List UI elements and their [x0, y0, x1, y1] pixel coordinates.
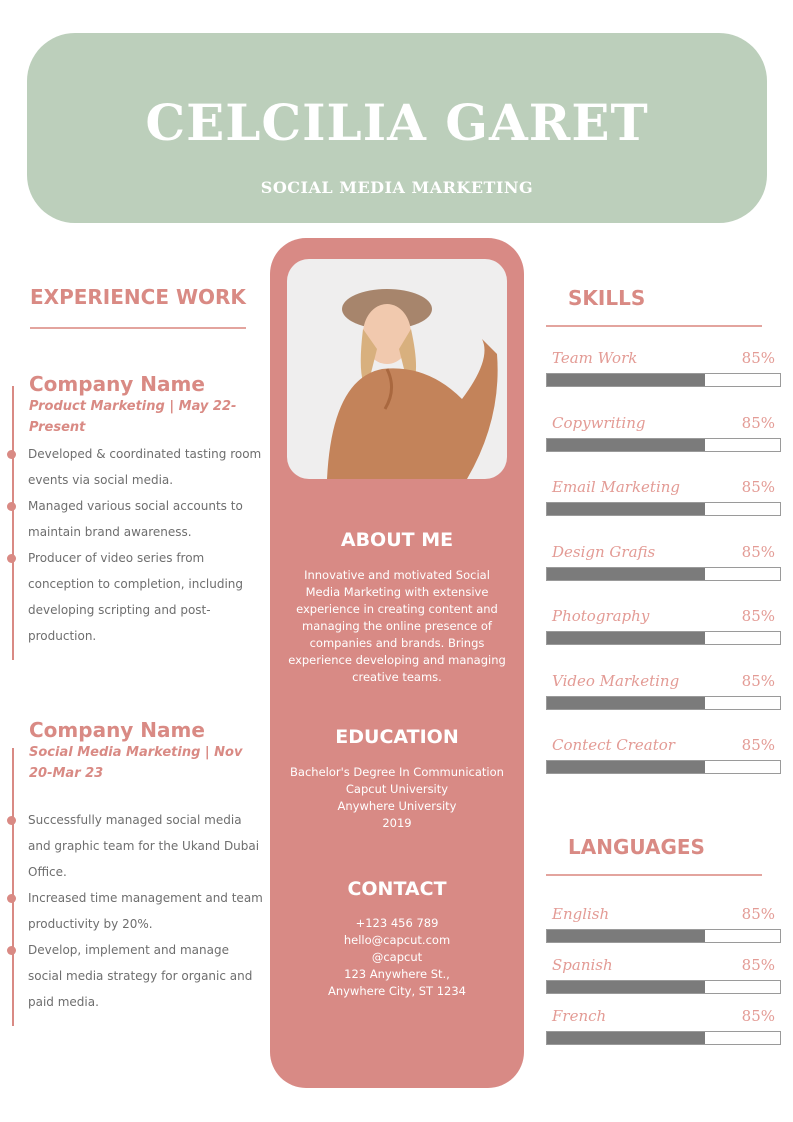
progress-bar — [546, 695, 781, 710]
company-name: Company Name — [29, 372, 205, 396]
address-line-2: Anywhere City, ST 1234 — [327, 984, 467, 998]
bullet: Producer of video series from conception… — [7, 545, 263, 649]
contact-title: CONTACT — [347, 878, 447, 900]
job-title: SOCIAL MEDIA MARKETING — [260, 178, 534, 197]
progress-fill — [547, 981, 706, 993]
language-item: Spanish 85% — [546, 956, 781, 994]
skill-percent: 85% — [741, 607, 775, 625]
bullet: Successfully managed social media and gr… — [7, 807, 263, 885]
job-1: Company Name Product Marketing | May 22-… — [29, 372, 269, 438]
profile-photo — [287, 259, 507, 479]
progress-bar — [546, 502, 781, 516]
progress-bar — [546, 631, 781, 645]
progress-fill — [547, 438, 706, 451]
skill-percent: 85% — [741, 736, 775, 754]
progress-fill — [547, 567, 706, 580]
progress-fill — [547, 696, 706, 709]
progress-fill — [547, 761, 706, 773]
skill-item: Email Marketing 85% — [546, 478, 781, 516]
company-name: Company Name — [29, 718, 205, 742]
progress-fill — [547, 930, 706, 942]
skill-name: Photography — [552, 607, 650, 625]
progress-bar — [546, 373, 781, 387]
skill-percent: 85% — [741, 413, 775, 432]
name: CELCILIA GARET — [145, 93, 649, 152]
skill-percent: 85% — [741, 956, 775, 974]
progress-bar — [546, 566, 781, 581]
school-location: Anywhere University — [337, 799, 457, 813]
about-text: Innovative and motivated Social Media Ma… — [288, 568, 506, 684]
progress-bar — [546, 980, 781, 994]
skill-item: Contect Creator 85% — [546, 736, 781, 774]
language-item: English 85% — [546, 905, 781, 943]
timeline-line — [12, 386, 14, 660]
progress-fill — [547, 632, 706, 644]
progress-fill — [547, 503, 706, 515]
languages-title: LANGUAGES — [568, 835, 705, 859]
skill-percent: 85% — [741, 542, 775, 561]
skill-percent: 85% — [741, 1007, 775, 1025]
skill-item: Team Work 85% — [546, 349, 781, 387]
degree: Bachelor's Degree In Communication — [290, 765, 504, 779]
education-text: Bachelor's Degree In Communication Capcu… — [286, 764, 508, 832]
skill-name: Video Marketing — [552, 671, 680, 690]
skill-item: Design Grafis 85% — [546, 543, 781, 581]
email: hello@capcut.com — [343, 933, 451, 947]
experience-title: EXPERIENCE WORK — [30, 285, 246, 309]
skill-name: Copywriting — [552, 413, 646, 432]
skill-item: Photography 85% — [546, 607, 781, 645]
phone: +123 456 789 — [355, 916, 439, 930]
skill-name: English — [552, 905, 610, 923]
bullet: Developed & coordinated tasting room eve… — [7, 441, 263, 493]
skill-name: Spanish — [552, 956, 613, 974]
skill-percent: 85% — [741, 478, 775, 496]
skill-percent: 85% — [741, 905, 775, 923]
job-role: Social Media Marketing | Nov 20-Mar 23 — [29, 745, 243, 781]
job-1-bullets: Developed & coordinated tasting room eve… — [7, 441, 263, 649]
skill-name: Design Grafis — [552, 542, 656, 561]
progress-bar — [546, 760, 781, 774]
contact-text: +123 456 789 hello@capcut.com @capcut 12… — [286, 915, 508, 1000]
skill-percent: 85% — [741, 349, 775, 367]
skill-name: Email Marketing — [552, 478, 681, 496]
progress-bar — [546, 1031, 781, 1045]
skills-title: SKILLS — [568, 286, 646, 310]
job-role: Product Marketing | May 22-Present — [29, 399, 237, 435]
bullet: Develop, implement and manage social med… — [7, 937, 263, 1015]
education-title: EDUCATION — [335, 726, 459, 748]
bullet: Managed various social accounts to maint… — [7, 493, 263, 545]
divider — [546, 874, 762, 876]
header-banner: CELCILIA GARET SOCIAL MEDIA MARKETING — [27, 33, 767, 223]
skill-name: Team Work — [552, 349, 638, 367]
handle: @capcut — [371, 950, 423, 964]
school: Capcut University — [345, 782, 449, 796]
progress-bar — [546, 437, 781, 452]
divider — [30, 327, 246, 329]
skill-name: French — [552, 1007, 607, 1025]
progress-bar — [546, 929, 781, 943]
about-title: ABOUT ME — [340, 529, 454, 551]
skill-item: Copywriting 85% — [546, 414, 781, 452]
address-line-1: 123 Anywhere St., — [344, 967, 450, 981]
progress-fill — [547, 1032, 706, 1044]
skill-percent: 85% — [741, 671, 775, 690]
job-2-bullets: Successfully managed social media and gr… — [7, 807, 263, 1015]
job-2: Company Name Social Media Marketing | No… — [29, 718, 254, 784]
bullet: Increased time management and team produ… — [7, 885, 263, 937]
language-item: French 85% — [546, 1007, 781, 1045]
center-panel: ABOUT ME Innovative and motivated Social… — [270, 238, 524, 1088]
skill-name: Contect Creator — [552, 736, 675, 754]
divider — [546, 325, 762, 327]
skill-item: Video Marketing 85% — [546, 672, 781, 710]
year: 2019 — [382, 816, 412, 830]
progress-fill — [547, 374, 706, 386]
timeline-line — [12, 748, 14, 1026]
